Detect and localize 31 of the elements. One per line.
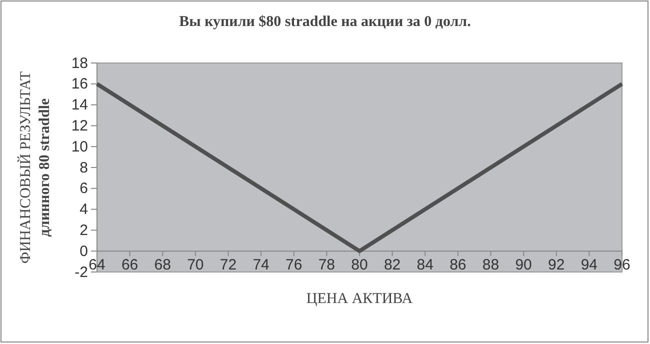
y-tick-label: 8 <box>80 159 88 176</box>
x-tick-label: 64 <box>88 256 106 274</box>
y-tick-label: 2 <box>80 222 88 239</box>
x-tick-label: 86 <box>450 256 466 274</box>
y-tick-label: -2 <box>74 264 88 281</box>
y-axis-title: ФИНАНСОВЫЙ РЕЗУЛЬТАТ длинного 80 straddle <box>17 71 53 264</box>
x-tick-label: 94 <box>580 256 598 274</box>
x-tick-label: 82 <box>384 256 401 274</box>
x-tick-label: 78 <box>318 256 336 274</box>
y-tick-label: 4 <box>80 201 88 218</box>
x-tick-label: 92 <box>548 256 565 274</box>
x-tick-label: 70 <box>187 256 204 274</box>
x-tick-label: 72 <box>220 256 237 274</box>
x-tick-label: 66 <box>121 256 138 274</box>
x-tick-label: 74 <box>252 256 270 274</box>
x-axis-title: ЦЕНА АКТИВА <box>306 291 413 307</box>
x-tick-label: 88 <box>482 256 500 274</box>
x-tick-label: 90 <box>515 256 532 274</box>
y-tick-label: 12 <box>71 118 88 134</box>
y-tick-label: 16 <box>71 76 88 93</box>
x-tick-label: 96 <box>614 256 630 274</box>
y-tick-label: 18 <box>71 54 88 72</box>
y-tick-label: 6 <box>80 180 88 198</box>
x-tick-label: 84 <box>416 256 434 274</box>
y-tick-label: 0 <box>80 242 88 260</box>
y-tick-label: 10 <box>71 138 88 156</box>
x-tick-label: 76 <box>286 256 302 274</box>
chart-title: Вы купили $80 straddle на акции за 0 долл. <box>179 14 472 30</box>
x-tick-label: 80 <box>351 256 368 274</box>
y-tick-label: 14 <box>71 96 88 114</box>
x-tick-label: 68 <box>154 256 171 274</box>
